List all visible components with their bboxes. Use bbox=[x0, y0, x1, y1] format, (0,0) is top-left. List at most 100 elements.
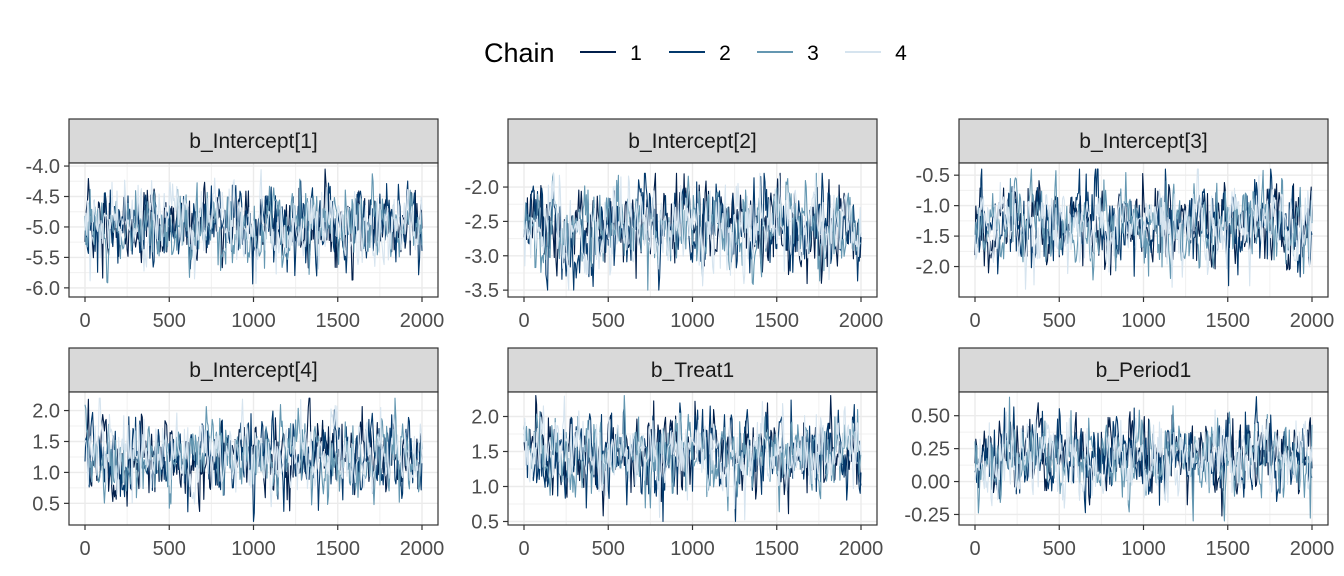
trace-lines bbox=[523, 172, 862, 291]
x-axis: 0 500 1000 1500 2000 bbox=[969, 297, 1334, 332]
facet-strip-label: b_Intercept[3] bbox=[1079, 130, 1207, 153]
x-tick-label: 0 bbox=[518, 538, 529, 560]
y-tick-label: 1.5 bbox=[471, 442, 499, 464]
y-axis: 0.5 1.0 1.5 2.0 bbox=[471, 407, 508, 534]
facet-strip bbox=[68, 118, 439, 164]
x-tick-label: 500 bbox=[153, 310, 186, 332]
x-axis: 0 500 1000 1500 2000 bbox=[518, 525, 883, 560]
facet-panel-5: b_Treat1 0 500 1000 1500 2000 0.5 1.0 1.5 2.0 bbox=[471, 347, 883, 560]
y-tick-label: -1.5 bbox=[916, 226, 950, 248]
x-tick-label: 1000 bbox=[1121, 310, 1166, 332]
trace-lines bbox=[974, 396, 1313, 522]
trace-chain-4 bbox=[523, 172, 862, 291]
facet-panel-4: b_Intercept[4] 0 500 1000 1500 2000 0.5 1.0 1.5 2… bbox=[32, 347, 444, 560]
x-tick-label: 500 bbox=[592, 538, 625, 560]
y-axis: -2.0 -1.5 -1.0 -0.5 bbox=[916, 165, 959, 279]
y-tick-label: -0.5 bbox=[916, 165, 950, 187]
x-tick-label: 1500 bbox=[755, 538, 800, 560]
x-tick-label: 1500 bbox=[755, 310, 800, 332]
facet-panels: b_Intercept[1] 0 500 1000 1500 2000 -6.0 -5.5 -5… bbox=[26, 118, 1334, 560]
facet-strip bbox=[958, 118, 1329, 164]
y-tick-label: 1.5 bbox=[32, 431, 60, 453]
x-tick-label: 2000 bbox=[400, 310, 445, 332]
y-tick-label: -3.5 bbox=[465, 280, 499, 302]
trace-lines bbox=[974, 168, 1313, 290]
x-tick-label: 0 bbox=[79, 310, 90, 332]
trace-chain-4 bbox=[974, 409, 1313, 509]
x-tick-label: 2000 bbox=[1290, 310, 1335, 332]
legend-label-2: 2 bbox=[719, 42, 731, 65]
legend-label-4: 4 bbox=[895, 42, 907, 65]
facet-strip bbox=[507, 347, 878, 393]
trace-chain-4 bbox=[523, 395, 862, 521]
y-tick-label: -3.0 bbox=[465, 246, 499, 268]
legend: Chain 1 2 3 4 bbox=[484, 38, 907, 68]
x-axis: 0 500 1000 1500 2000 bbox=[79, 297, 444, 332]
facet-strip-label: b_Period1 bbox=[1096, 359, 1192, 382]
x-tick-label: 500 bbox=[1043, 538, 1076, 560]
facet-strip bbox=[68, 347, 439, 393]
y-tick-label: -2.5 bbox=[465, 211, 499, 233]
trace-lines bbox=[523, 394, 862, 523]
legend-item-2: 2 bbox=[669, 42, 731, 65]
x-tick-label: 500 bbox=[153, 538, 186, 560]
legend-title: Chain bbox=[484, 38, 555, 68]
facet-strip-label: b_Intercept[2] bbox=[628, 130, 756, 153]
trace-chain-2 bbox=[523, 172, 862, 291]
y-axis: -6.0 -5.5 -5.0 -4.5 -4.0 bbox=[26, 156, 69, 300]
x-tick-label: 1500 bbox=[316, 310, 361, 332]
y-tick-label: -6.0 bbox=[26, 278, 60, 300]
y-tick-label: 0.5 bbox=[471, 512, 499, 534]
facet-panel-2: b_Intercept[2] 0 500 1000 1500 2000 -3.5 -3.0 -2… bbox=[465, 118, 883, 332]
y-axis: -0.25 0.00 0.25 0.50 bbox=[904, 406, 959, 526]
facet-panel-3: b_Intercept[3] 0 500 1000 1500 2000 -2.0 -1.5 -1… bbox=[916, 118, 1334, 332]
x-tick-label: 1500 bbox=[1206, 310, 1251, 332]
legend-label-3: 3 bbox=[807, 42, 819, 65]
trace-chain-4 bbox=[84, 169, 423, 284]
y-tick-label: -0.25 bbox=[904, 504, 950, 526]
x-tick-label: 1000 bbox=[670, 538, 715, 560]
y-tick-label: -5.5 bbox=[26, 247, 60, 269]
x-tick-label: 1000 bbox=[670, 310, 715, 332]
y-tick-label: -4.0 bbox=[26, 156, 60, 178]
x-tick-label: 500 bbox=[592, 310, 625, 332]
x-tick-label: 2000 bbox=[400, 538, 445, 560]
x-axis: 0 500 1000 1500 2000 bbox=[79, 525, 444, 560]
x-tick-label: 0 bbox=[79, 538, 90, 560]
legend-item-4: 4 bbox=[845, 42, 907, 65]
x-axis: 0 500 1000 1500 2000 bbox=[518, 297, 883, 332]
y-tick-label: -2.0 bbox=[916, 257, 950, 279]
x-tick-label: 0 bbox=[969, 310, 980, 332]
y-axis: -3.5 -3.0 -2.5 -2.0 bbox=[465, 177, 508, 302]
x-tick-label: 2000 bbox=[839, 310, 884, 332]
y-tick-label: 1.0 bbox=[471, 477, 499, 499]
y-tick-label: 2.0 bbox=[471, 407, 499, 429]
x-tick-label: 1000 bbox=[231, 310, 276, 332]
y-tick-label: 0.00 bbox=[911, 472, 950, 494]
y-tick-label: 0.5 bbox=[32, 493, 60, 515]
trace-chain-1 bbox=[84, 397, 423, 513]
x-tick-label: 1000 bbox=[1121, 538, 1166, 560]
y-tick-label: 0.25 bbox=[911, 439, 950, 461]
y-tick-label: -5.0 bbox=[26, 217, 60, 239]
facet-strip bbox=[958, 347, 1329, 393]
facet-strip-label: b_Treat1 bbox=[651, 359, 734, 382]
x-axis: 0 500 1000 1500 2000 bbox=[969, 525, 1334, 560]
y-tick-label: -1.0 bbox=[916, 196, 950, 218]
x-tick-label: 0 bbox=[518, 310, 529, 332]
y-tick-label: 0.50 bbox=[911, 406, 950, 428]
trace-chain-4 bbox=[84, 397, 423, 508]
x-tick-label: 1500 bbox=[316, 538, 361, 560]
facet-strip-label: b_Intercept[1] bbox=[189, 130, 317, 153]
y-tick-label: 1.0 bbox=[32, 462, 60, 484]
trace-chain-4 bbox=[974, 168, 1313, 290]
trace-lines bbox=[84, 397, 423, 523]
facet-strip-label: b_Intercept[4] bbox=[189, 359, 317, 382]
facet-panel-1: b_Intercept[1] 0 500 1000 1500 2000 -6.0 -5.5 -5… bbox=[26, 118, 444, 332]
y-tick-label: -2.0 bbox=[465, 177, 499, 199]
x-tick-label: 2000 bbox=[839, 538, 884, 560]
y-axis: 0.5 1.0 1.5 2.0 bbox=[32, 401, 69, 515]
legend-item-3: 3 bbox=[757, 42, 819, 65]
x-tick-label: 500 bbox=[1043, 310, 1076, 332]
trace-lines bbox=[84, 168, 423, 285]
